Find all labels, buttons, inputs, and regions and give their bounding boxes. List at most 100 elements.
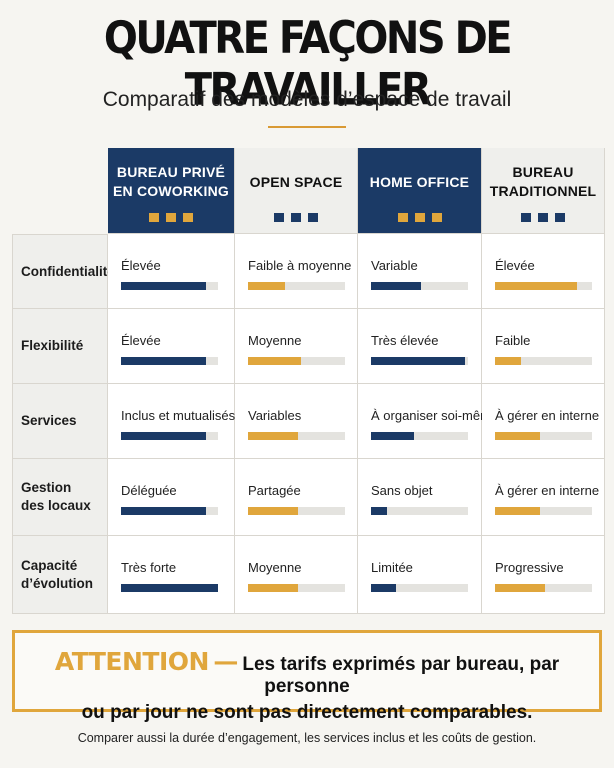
- column-header-label: BUREAU TRADITIONNEL: [489, 164, 597, 199]
- level-bar-fill: [495, 584, 546, 592]
- table-cell: Faible: [482, 309, 605, 384]
- level-bar: [495, 282, 592, 290]
- cell-value: Faible à moyenne: [248, 258, 352, 273]
- level-bar-fill: [121, 584, 218, 592]
- page-title: QUATRE FAÇONS DE TRAVAILLER: [103, 12, 513, 116]
- level-bar: [371, 357, 468, 365]
- level-bar-fill: [121, 282, 207, 290]
- cell-value: Élevée: [495, 258, 535, 273]
- table-cell: Variable: [358, 234, 482, 309]
- table-corner: [12, 148, 108, 234]
- cell-value: Moyenne: [248, 560, 302, 575]
- level-bar: [495, 507, 592, 515]
- row-label-gestion-des-locaux: Gestion des locaux: [12, 459, 108, 536]
- level-bar: [371, 584, 468, 592]
- level-bar: [248, 357, 345, 365]
- level-bar-fill: [371, 432, 414, 440]
- level-bar-fill: [121, 507, 207, 515]
- row-label-text: Capacité d’évolution: [21, 557, 93, 591]
- attention-box: ATTENTION — Les tarifs exprimés par bure…: [12, 630, 602, 723]
- attention-word: ATTENTION: [54, 647, 210, 676]
- level-bar-fill: [495, 282, 578, 290]
- cell-value: À gérer en interne: [495, 483, 600, 498]
- cell-value: Élevée: [121, 258, 161, 273]
- header-squares: [397, 213, 442, 222]
- table-cell: Déléguée: [108, 459, 235, 536]
- level-bar-fill: [248, 357, 302, 365]
- level-bar-fill: [248, 432, 299, 440]
- table-cell: Élevée: [108, 234, 235, 309]
- header-squares: [149, 213, 193, 222]
- table-cell: Variables: [235, 384, 358, 459]
- table-cell: Moyenne: [235, 536, 358, 614]
- row-label-text: Gestion des locaux: [21, 480, 91, 513]
- row-label-services: Services: [12, 384, 108, 459]
- level-bar-fill: [248, 584, 299, 592]
- column-header-home-office: HOME OFFICE: [358, 148, 482, 234]
- level-bar-fill: [371, 282, 422, 290]
- level-bar: [248, 282, 345, 290]
- cell-value: Faible: [495, 333, 531, 348]
- table-cell: Élevée: [482, 234, 605, 309]
- level-bar: [371, 282, 468, 290]
- header-squares: [521, 213, 565, 222]
- level-bar: [248, 584, 345, 592]
- header-squares: [274, 213, 318, 222]
- attention-line-2: ou par jour ne sont pas directement comp…: [81, 702, 533, 723]
- row-label-capacite-evolution: Capacité d’évolution: [12, 536, 108, 614]
- level-bar-fill: [248, 282, 285, 290]
- cell-value: Très forte: [121, 560, 177, 575]
- cell-value: Élevée: [121, 333, 161, 348]
- level-bar: [121, 282, 218, 290]
- level-bar: [495, 584, 592, 592]
- level-bar: [495, 432, 592, 440]
- level-bar-fill: [371, 584, 397, 592]
- table-cell: À organiser soi-même: [358, 384, 498, 459]
- table-cell: Inclus et mutualisés: [108, 384, 235, 459]
- column-header-label: BUREAU PRIVÉ EN COWORKING: [113, 164, 229, 199]
- title-divider: [268, 126, 346, 128]
- level-bar: [121, 357, 218, 365]
- cell-value: Sans objet: [371, 483, 433, 498]
- level-bar-fill: [371, 357, 466, 365]
- column-header-label: HOME OFFICE: [369, 173, 470, 190]
- table-cell: Sans objet: [358, 459, 482, 536]
- level-bar: [121, 584, 218, 592]
- table-cell: Partagée: [235, 459, 358, 536]
- table-cell: Très élevée: [358, 309, 482, 384]
- table-cell: Élevée: [108, 309, 235, 384]
- table-cell: À gérer en interne: [482, 384, 605, 459]
- level-bar: [121, 432, 218, 440]
- cell-value: Progressive: [495, 560, 564, 575]
- table-cell: Faible à moyenne: [235, 234, 358, 309]
- level-bar-fill: [121, 432, 207, 440]
- level-bar: [495, 357, 592, 365]
- column-header-label: OPEN SPACE: [249, 173, 343, 190]
- level-bar: [248, 507, 345, 515]
- row-label-confidentialite: Confidentialité: [12, 234, 115, 309]
- column-header-coworking: BUREAU PRIVÉ EN COWORKING: [108, 148, 235, 234]
- cell-value: Partagée: [248, 483, 301, 498]
- level-bar-fill: [495, 432, 540, 440]
- table-cell: Très forte: [108, 536, 235, 614]
- cell-value: Variable: [371, 258, 418, 273]
- level-bar-fill: [248, 507, 299, 515]
- page-subtitle: Comparatif des modèles d’espace de trava…: [102, 88, 512, 111]
- footnote: Comparer aussi la durée d’engagement, le…: [77, 731, 537, 745]
- attention-line-1: Les tarifs exprimés par bureau, par pers…: [242, 654, 560, 697]
- cell-value: Déléguée: [121, 483, 177, 498]
- level-bar: [121, 507, 218, 515]
- table-cell: Limitée: [358, 536, 482, 614]
- level-bar-fill: [371, 507, 387, 515]
- level-bar-fill: [495, 357, 522, 365]
- level-bar: [248, 432, 345, 440]
- table-cell: Progressive: [482, 536, 605, 614]
- cell-value: Moyenne: [248, 333, 302, 348]
- level-bar: [371, 507, 468, 515]
- cell-value: Limitée: [371, 560, 413, 575]
- table-cell: Moyenne: [235, 309, 358, 384]
- level-bar-fill: [495, 507, 540, 515]
- row-label-flexibilite: Flexibilité: [12, 309, 108, 384]
- level-bar: [371, 432, 468, 440]
- cell-value: Inclus et mutualisés: [121, 408, 236, 423]
